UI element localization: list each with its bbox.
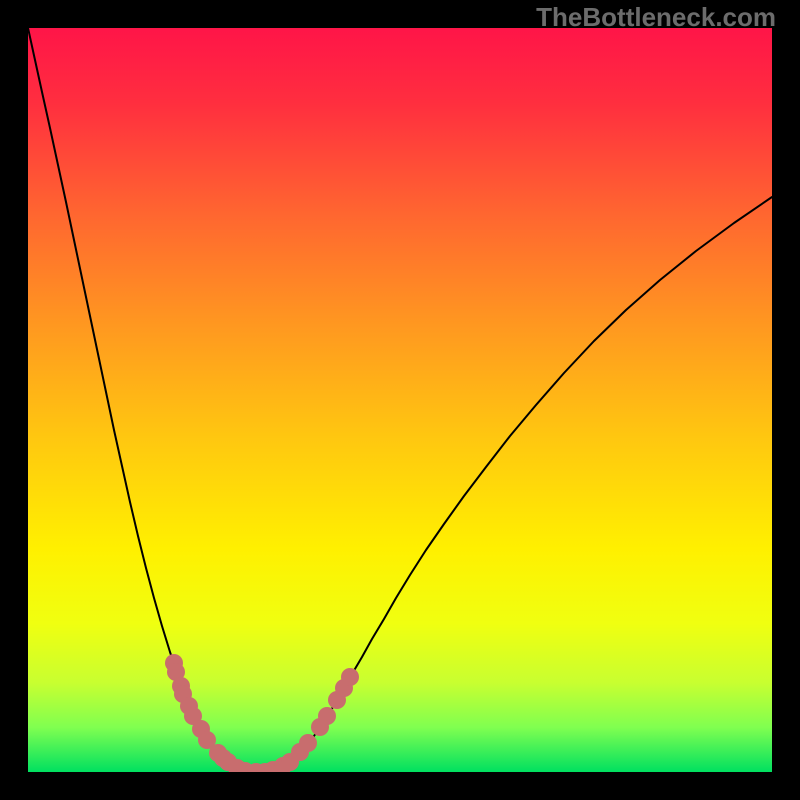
watermark-text: TheBottleneck.com (536, 2, 776, 33)
plot-svg (28, 28, 772, 772)
gradient-background (28, 28, 772, 772)
data-point-marker (341, 668, 359, 686)
data-point-marker (299, 734, 317, 752)
plot-area (28, 28, 772, 772)
chart-container: TheBottleneck.com (0, 0, 800, 800)
data-point-marker (318, 707, 336, 725)
